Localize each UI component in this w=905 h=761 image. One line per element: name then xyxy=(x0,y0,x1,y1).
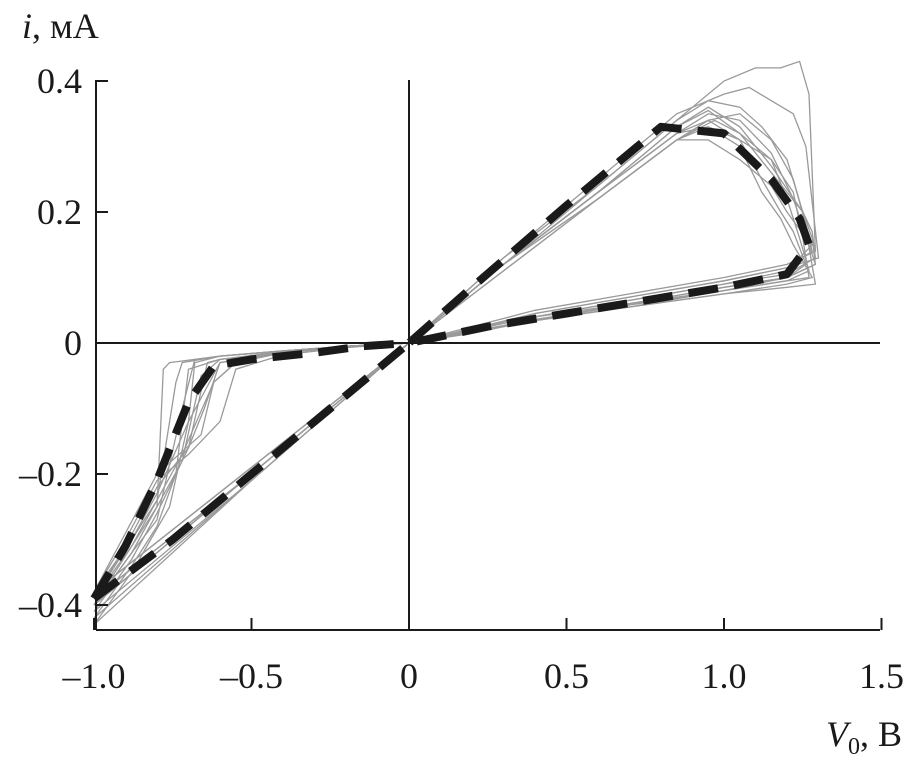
data-traces xyxy=(93,60,820,626)
y-tick-label: –0.4 xyxy=(18,585,82,625)
y-axis-variable: i xyxy=(22,6,32,46)
y-axis-label: i, мА xyxy=(22,6,99,46)
x-axis-label: V0, В xyxy=(826,714,902,760)
x-tick-label: –0.5 xyxy=(219,656,283,696)
x-tick-label: –1.0 xyxy=(62,656,126,696)
trace-line-9 xyxy=(93,86,820,619)
x-axis-unit: , В xyxy=(860,714,902,754)
x-tick-label: 1.5 xyxy=(859,656,904,696)
trace-line-8 xyxy=(93,119,810,593)
y-tick-label: –0.2 xyxy=(18,454,82,494)
axes xyxy=(95,80,880,631)
mean-curve-layer xyxy=(90,122,813,602)
x-axis-variable: V xyxy=(826,714,852,754)
y-axis-unit: , мА xyxy=(32,6,99,46)
y-tick-label: 0.2 xyxy=(37,192,82,232)
mean-curve xyxy=(90,122,813,602)
x-tick-label: 1.0 xyxy=(702,656,747,696)
trace-line-2 xyxy=(93,109,817,606)
tick-labels: –1.0 –0.5 0 0.5 1.0 1.5 –0.4 –0.2 0 0.2 0.4 xyxy=(18,61,904,696)
y-tick-label: 0 xyxy=(64,323,82,363)
x-tick-label: 0 xyxy=(400,656,418,696)
y-tick-label: 0.4 xyxy=(37,61,82,101)
x-axis-subscript: 0 xyxy=(848,734,860,760)
trace-line-5 xyxy=(93,100,817,612)
x-tick-label: 0.5 xyxy=(544,656,589,696)
